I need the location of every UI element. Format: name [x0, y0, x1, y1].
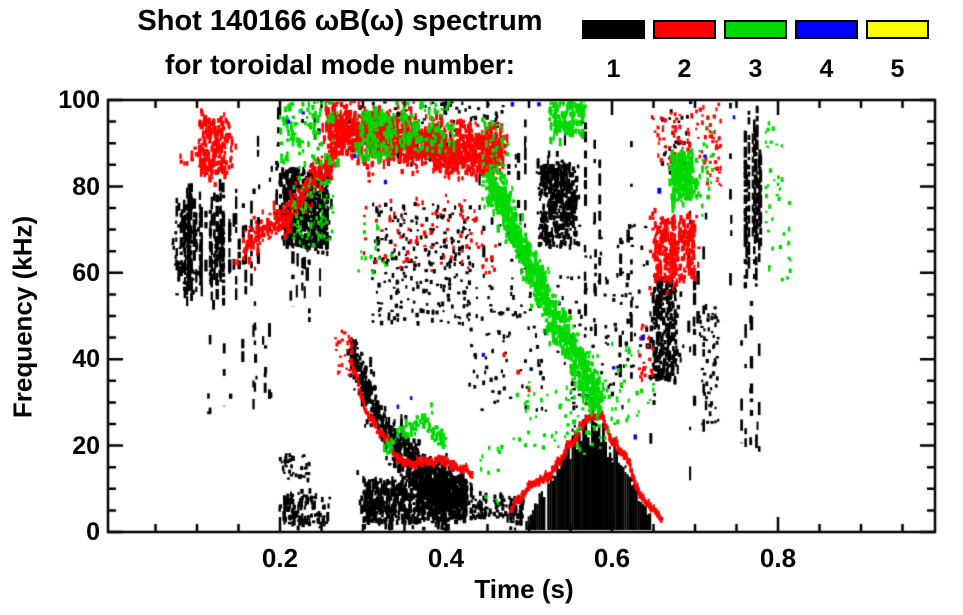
legend-swatch-mode-5: [866, 20, 929, 39]
legend-label-mode-1: 1: [606, 55, 621, 83]
legend-label-mode-2: 2: [677, 55, 692, 83]
legend-swatch-mode-2: [653, 20, 716, 39]
legend-label-mode-3: 3: [748, 55, 763, 83]
y-axis-title: Frequency (kHz): [7, 215, 38, 419]
legend-label-mode-4: 4: [819, 55, 834, 83]
x-axis-title: Time (s): [474, 574, 574, 604]
legend-swatch-mode-4: [795, 20, 858, 39]
legend-label-mode-5: 5: [890, 55, 905, 83]
y-tick-label-0: 0: [86, 518, 100, 546]
legend-swatch-mode-3: [724, 20, 787, 39]
x-tick-label-0.4: 0.4: [427, 543, 465, 573]
x-tick-label-0.6: 0.6: [593, 543, 631, 573]
legend-swatch-mode-1: [582, 20, 645, 39]
x-tick-label-0.2: 0.2: [261, 543, 299, 573]
y-tick-label-80: 80: [72, 173, 100, 201]
title-line-2: for toroidal mode number:: [165, 49, 515, 80]
x-tick-label-0.8: 0.8: [759, 543, 797, 573]
y-tick-label-40: 40: [72, 345, 100, 373]
y-tick-label-100: 100: [58, 86, 100, 114]
title-line-1: Shot 140166 ωB(ω) spectrum: [137, 5, 543, 37]
y-tick-label-20: 20: [72, 432, 100, 460]
y-tick-label-60: 60: [72, 259, 100, 287]
